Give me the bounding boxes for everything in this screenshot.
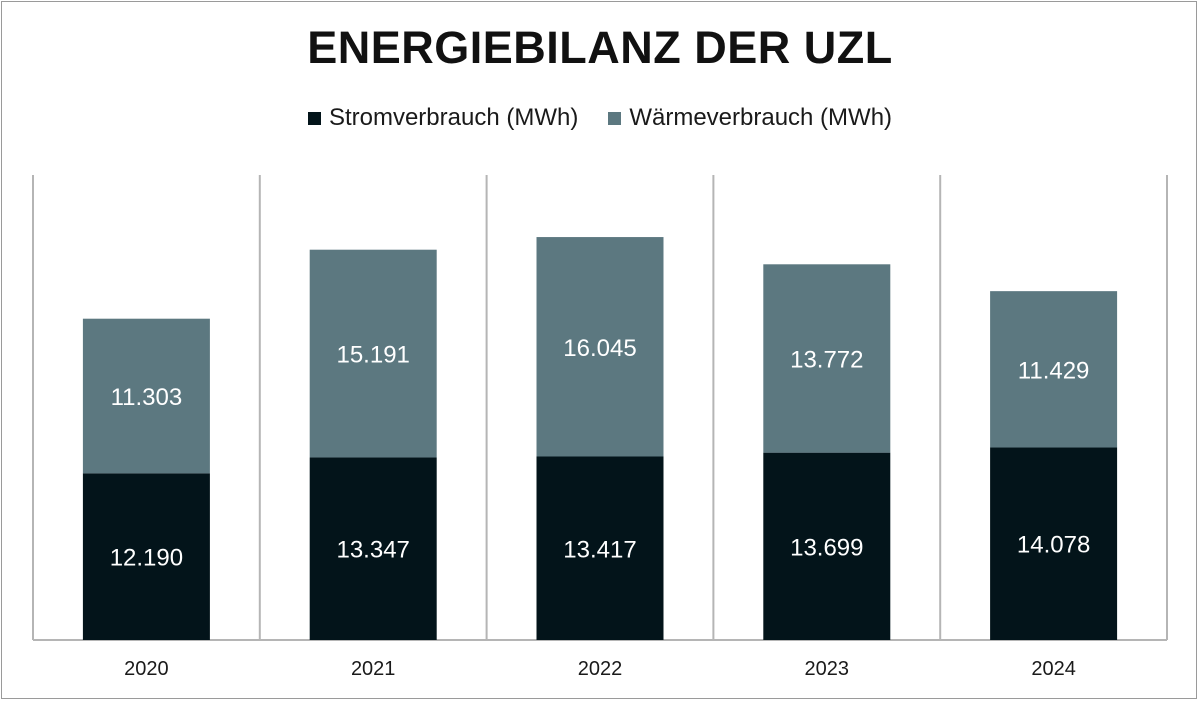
legend: Stromverbrauch (MWh) Wärmeverbrauch (MWh… [0,104,1200,132]
x-tick-label: 2022 [578,658,623,680]
legend-item-waerme: Wärmeverbrauch (MWh) [608,104,892,132]
bar-stromverbrauch [82,473,210,640]
bar-waermeverbrauch [990,291,1118,448]
bar-waermeverbrauch [309,249,437,458]
data-label: 13.417 [563,536,636,563]
data-label: 16.045 [563,335,636,362]
bar-waermeverbrauch [763,264,891,453]
bar-stromverbrauch [990,447,1118,640]
x-tick-label: 2024 [1031,658,1076,680]
data-label: 11.303 [111,384,183,411]
legend-item-strom: Stromverbrauch (MWh) [307,104,579,132]
data-label: 14.078 [1017,532,1090,559]
bar-stromverbrauch [309,457,437,640]
x-tick-label: 2023 [805,658,850,680]
chart-title: ENERGIEBILANZ DER UZL [307,22,893,73]
bar-waermeverbrauch [536,237,664,457]
data-label: 11.429 [1018,357,1090,384]
legend-label-waerme: Wärmeverbrauch (MWh) [629,104,893,131]
data-label: 13.772 [790,346,863,373]
legend-swatch-strom [307,111,321,125]
legend-swatch-waerme [608,111,622,125]
legend-label-strom: Stromverbrauch (MWh) [328,104,579,131]
bar-stromverbrauch [763,452,891,640]
data-label: 12.190 [110,545,183,572]
data-label: 15.191 [336,342,409,369]
data-label: 13.347 [336,537,409,564]
bar-waermeverbrauch [82,318,210,474]
x-tick-label: 2020 [124,658,169,680]
bar-stromverbrauch [536,456,664,640]
data-label: 13.699 [790,534,863,561]
x-tick-label: 2021 [351,658,396,680]
